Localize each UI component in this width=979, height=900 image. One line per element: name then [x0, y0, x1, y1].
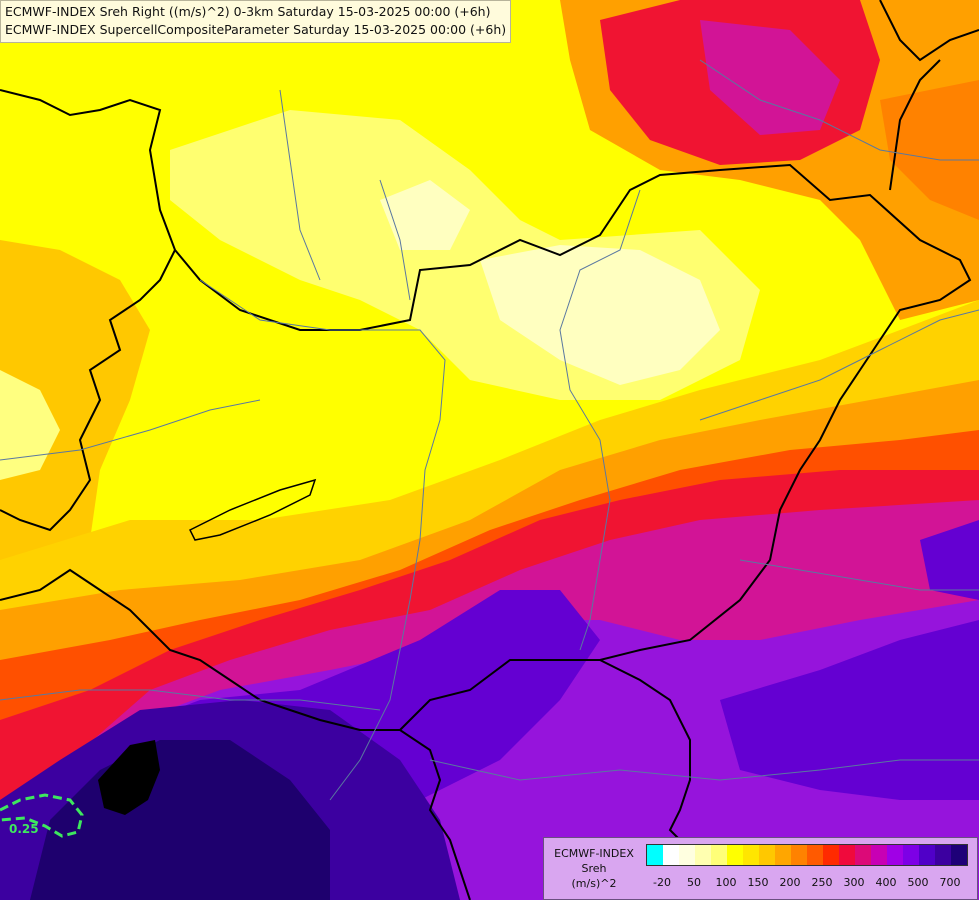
legend-swatch — [647, 845, 663, 865]
field-orange-west — [0, 240, 150, 640]
legend-swatch — [711, 845, 727, 865]
river-north-1 — [279, 89, 321, 281]
legend-tick-label: 250 — [811, 876, 833, 889]
legend-swatch — [663, 845, 679, 865]
legend-tick-label: -20 — [653, 876, 671, 889]
field-violet-east — [720, 620, 979, 800]
field-orange-east — [880, 80, 979, 220]
legend-tick-label: 100 — [715, 876, 737, 889]
border-northeast — [889, 59, 941, 191]
river-east-2 — [739, 559, 979, 591]
border-southwest — [0, 568, 471, 900]
field-light-yellow-west — [0, 370, 60, 480]
river-northeast — [699, 59, 979, 161]
border-east — [879, 0, 979, 62]
legend-swatch — [855, 845, 871, 865]
river-north-2 — [379, 179, 411, 301]
legend-swatch — [903, 845, 919, 865]
title-line-2: ECMWF-INDEX SupercellCompositeParameter … — [5, 22, 507, 37]
river-east-1 — [699, 309, 979, 421]
field-black-core — [98, 740, 160, 815]
legend-swatch — [695, 845, 711, 865]
title-line-1: ECMWF-INDEX Sreh Right ((m/s)^2) 0-3km S… — [5, 4, 491, 19]
field-violet-east-2 — [920, 520, 979, 600]
legend-swatch — [727, 845, 743, 865]
legend-tick-label: 150 — [747, 876, 769, 889]
legend-swatch — [839, 845, 855, 865]
legend-tick-label: 700 — [939, 876, 961, 889]
river-west-1 — [0, 399, 261, 461]
map-title-box: ECMWF-INDEX Sreh Right ((m/s)^2) 0-3km S… — [0, 0, 512, 43]
legend-title-line-1: ECMWF-INDEX — [554, 847, 634, 860]
legend-swatch — [935, 845, 951, 865]
contour-value-label: 0.25 — [9, 822, 39, 836]
legend-swatch — [759, 845, 775, 865]
legend-ticks: -20 50 100 150 200 250 300 400 500 700 — [646, 876, 971, 890]
legend-tick-label: 400 — [875, 876, 897, 889]
legend-title-line-2: Sreh — [581, 862, 607, 875]
legend-swatch — [743, 845, 759, 865]
legend-swatch — [679, 845, 695, 865]
legend-tick-label: 200 — [779, 876, 801, 889]
rivers — [0, 59, 979, 801]
legend-swatch — [823, 845, 839, 865]
river-south-1 — [0, 689, 381, 711]
legend-swatch — [919, 845, 935, 865]
legend-tick-label: 500 — [907, 876, 929, 889]
river-south-2 — [429, 759, 979, 781]
legend-swatch — [775, 845, 791, 865]
border-north — [0, 89, 972, 731]
river-danube — [199, 279, 446, 801]
legend-title: ECMWF-INDEX Sreh (m/s)^2 — [548, 846, 640, 891]
border-lake — [188, 478, 317, 541]
legend-swatch — [807, 845, 823, 865]
legend-title-line-3: (m/s)^2 — [571, 877, 617, 890]
border-west — [0, 249, 176, 532]
field-magenta-northeast — [700, 20, 840, 135]
scp-contour-025 — [0, 793, 84, 838]
legend-swatch — [951, 845, 967, 865]
legend-swatch — [871, 845, 887, 865]
field-pale-yellow-center — [480, 245, 720, 385]
color-legend: ECMWF-INDEX Sreh (m/s)^2 -20 50 100 150 200 2… — [543, 837, 978, 900]
legend-tick-label: 300 — [843, 876, 865, 889]
legend-swatches — [646, 844, 968, 866]
river-tisza — [559, 189, 641, 651]
legend-tick-label: 50 — [687, 876, 701, 889]
field-pale-yellow-north — [380, 180, 470, 250]
legend-swatch — [887, 845, 903, 865]
legend-swatch — [791, 845, 807, 865]
